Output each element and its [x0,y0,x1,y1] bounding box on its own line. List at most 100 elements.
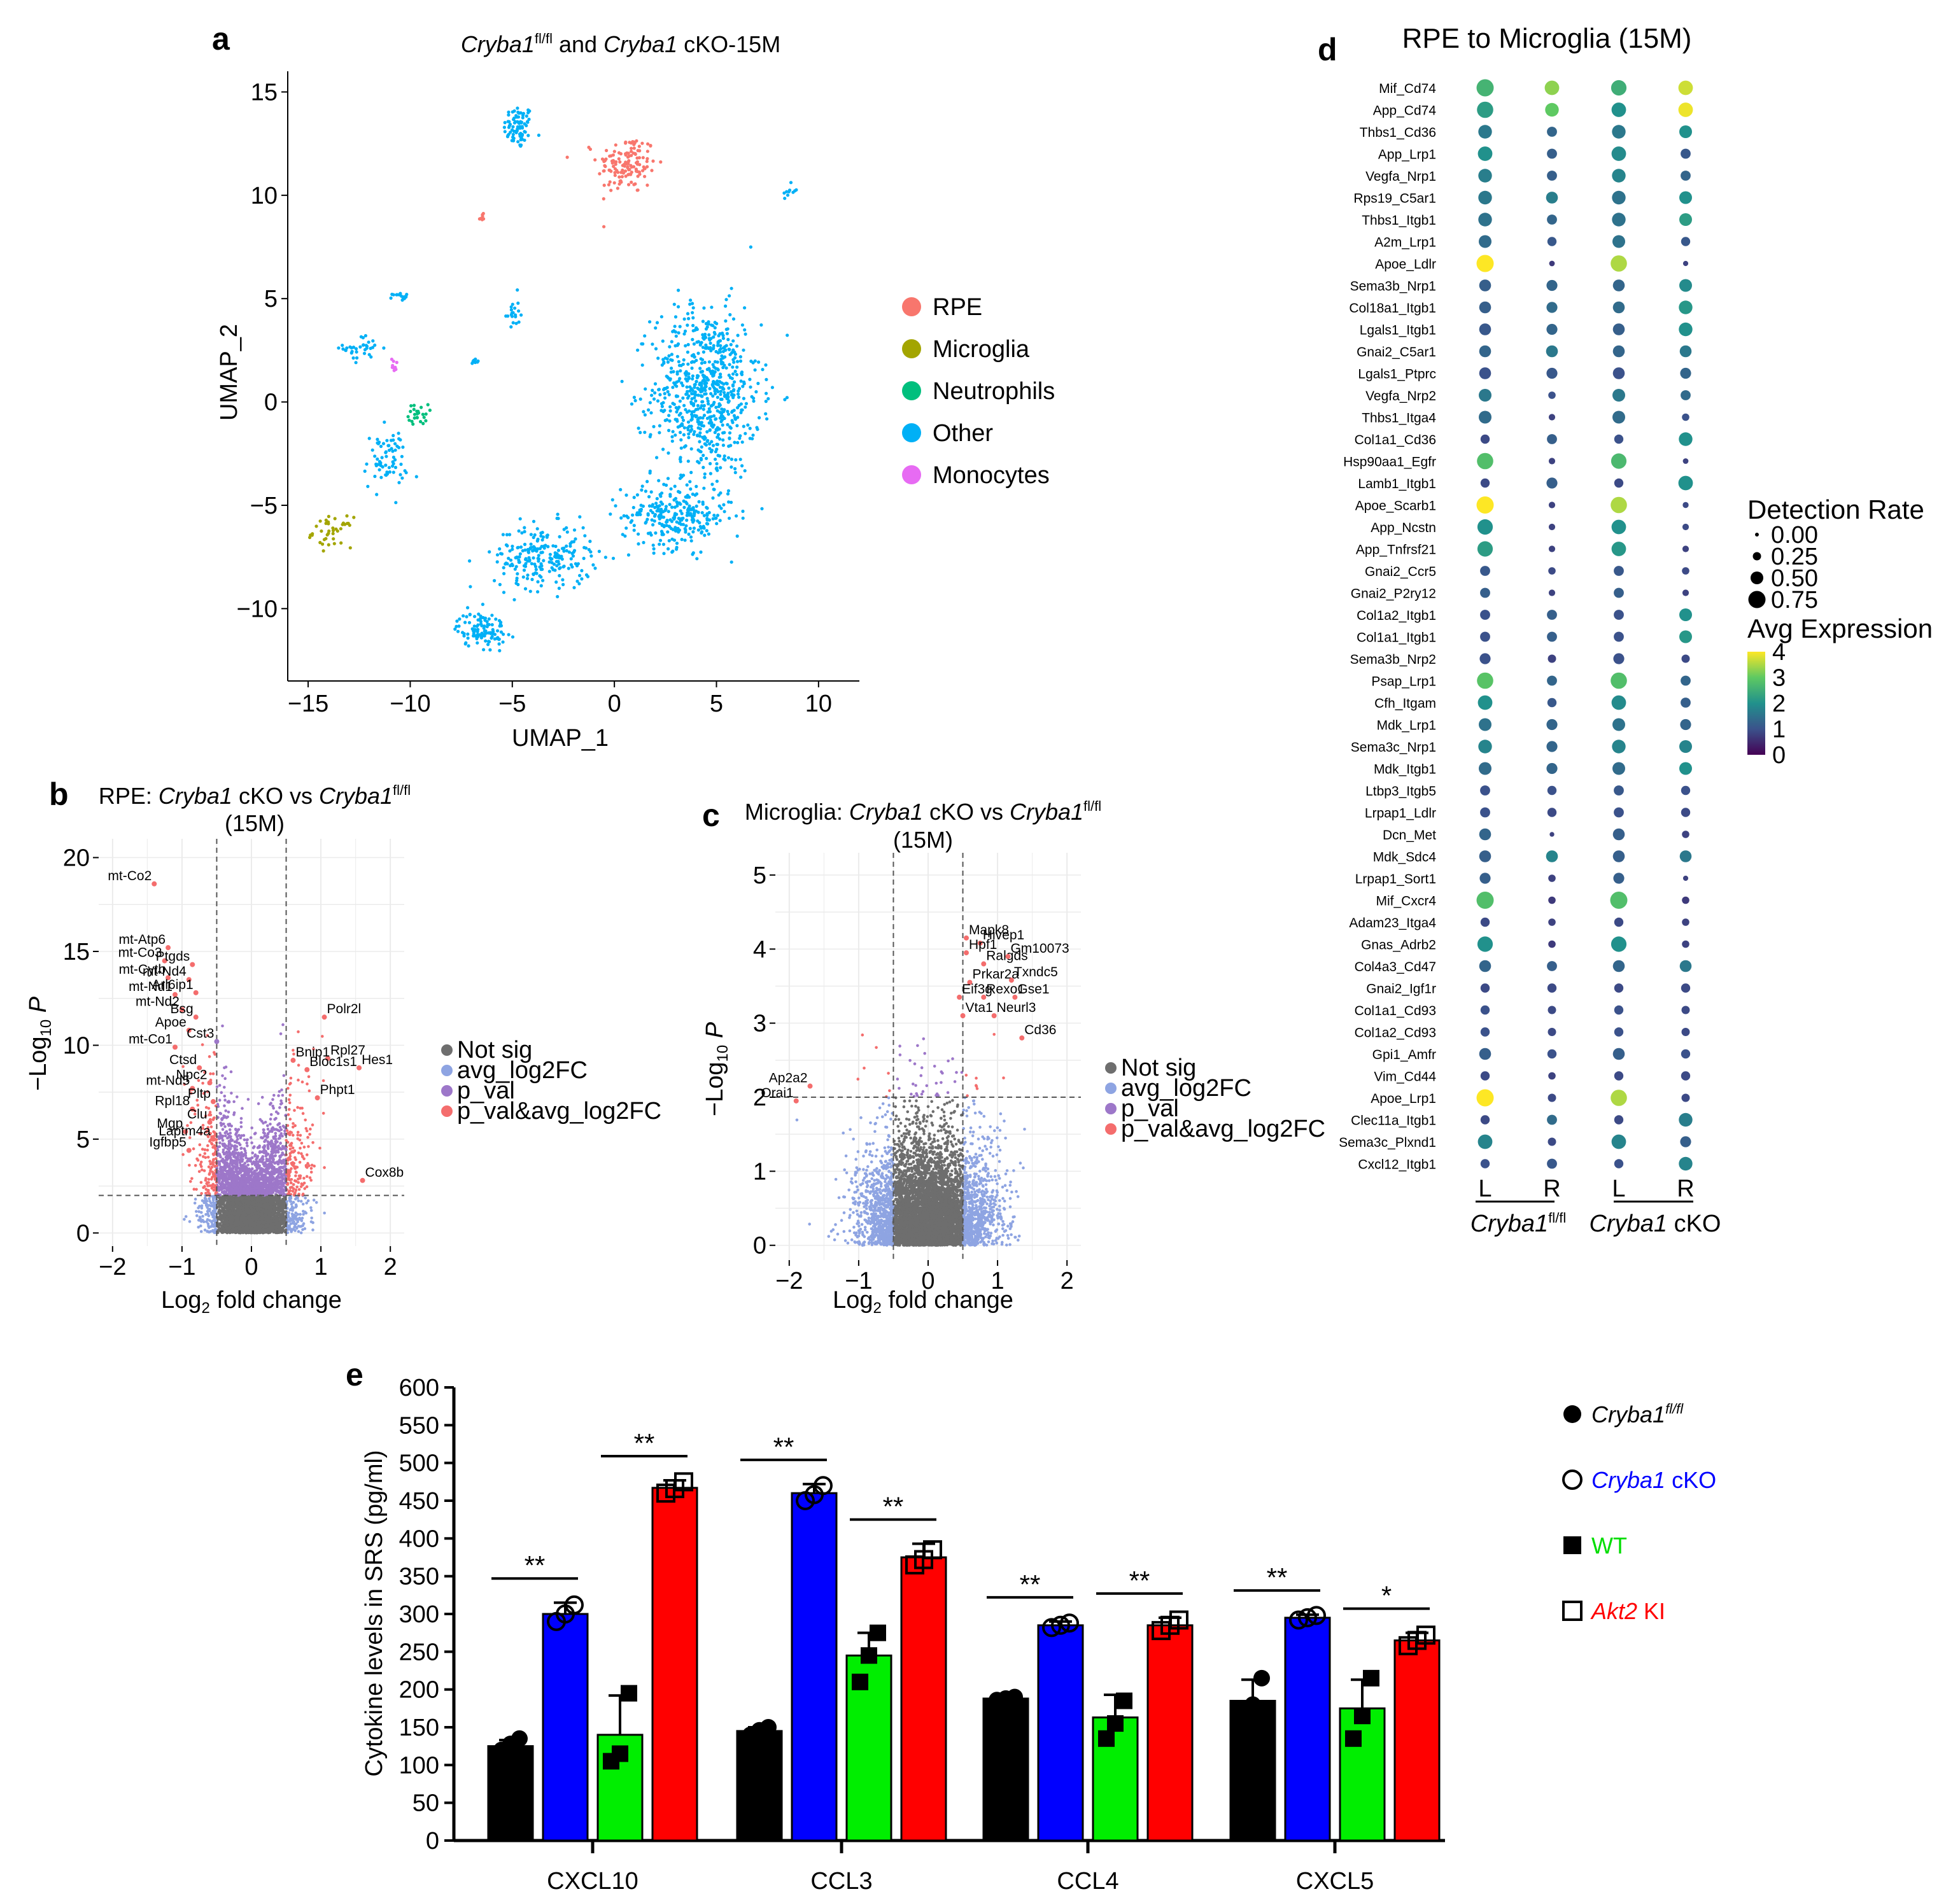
umap-point [399,462,403,466]
umap-point [609,188,613,192]
umap-point [684,392,688,396]
umap-point [668,518,672,522]
umap-point [703,533,707,537]
umap-point [675,528,679,531]
umap-point [331,529,335,533]
umap-point [742,348,745,352]
b-volcano-point [310,1163,314,1167]
umap-point [710,305,714,309]
umap-point [472,358,476,362]
b-volcano-point [312,1198,316,1202]
b-volcano-point [298,1139,302,1142]
umap-point [707,402,710,406]
b-volcano-point [296,1130,300,1134]
umap-point [645,160,649,164]
umap-point [730,465,733,469]
umap-point [714,516,717,520]
umap-point [711,363,715,367]
umap-point [672,381,676,385]
umap-point [743,328,747,332]
umap-point [702,407,705,411]
umap-point [698,381,702,385]
umap-point [730,419,734,423]
umap-point [549,556,553,561]
umap-point [665,357,669,361]
umap-point [789,181,793,185]
umap-point [456,629,460,633]
b-volcano-point [198,1153,202,1157]
umap-point [332,537,335,541]
umap-point [523,587,528,591]
b-volcano-point [292,1183,295,1186]
umap-point [465,615,469,619]
umap-point [728,347,731,351]
umap-point [696,434,700,438]
umap-point [718,350,723,354]
umap-point [703,332,707,337]
umap-point [785,396,789,400]
umap-point [757,360,761,364]
umap-point [685,385,689,389]
umap-point [716,360,719,364]
umap-point [689,508,693,512]
umap-point [786,333,789,337]
umap-point [726,409,730,414]
umap-point [532,548,536,552]
umap-point [516,115,521,119]
b-volcano-point [277,1137,281,1140]
umap-point [627,154,631,158]
umap-point [618,160,622,164]
umap-point [507,113,511,117]
b-volcano-point [323,1166,326,1169]
b-volcano-point [299,1133,302,1137]
umap-point [344,348,348,352]
umap-point [652,547,656,551]
umap-point [569,557,573,561]
b-volcano-point [253,1132,257,1135]
umap-point [526,559,530,563]
b-volcano-point [309,1170,313,1174]
umap-point [636,348,640,352]
umap-point [512,129,516,133]
panel-a-ylabel: UMAP_2 [216,324,243,421]
umap-point [716,379,719,383]
umap-point [712,400,716,405]
umap-point [650,169,654,172]
panel-a: a Cryba1fl/fl and Cryba1 cKO-15M −15 −10−… [212,21,1055,752]
umap-point [588,147,593,151]
umap-point [367,340,370,344]
umap-point [583,534,587,538]
umap-point [786,193,790,197]
umap-point [619,171,623,174]
umap-point [659,160,663,164]
umap-point [409,409,412,414]
legend-dot-microglia [902,339,921,358]
umap-point [739,475,743,479]
umap-point [518,517,522,521]
umap-point [412,407,416,411]
umap-point [684,524,688,528]
umap-point [702,437,706,440]
umap-point [645,150,650,153]
umap-point [603,164,607,167]
umap-point [541,535,546,539]
umap-point [660,405,664,409]
umap-point [395,360,398,365]
umap-point [648,320,652,324]
b-volcano-point [314,1201,318,1204]
umap-point [632,146,636,150]
umap-point [605,148,609,153]
umap-point [656,507,660,510]
umap-point [558,566,561,570]
umap-point [719,358,723,361]
umap-point [650,393,654,397]
umap-point [728,312,732,317]
umap-point [721,431,725,435]
umap-point [738,355,742,359]
umap-point [525,123,528,127]
umap-point [401,445,405,449]
umap-point [718,437,722,441]
umap-point [320,529,323,533]
umap-point [501,640,505,644]
